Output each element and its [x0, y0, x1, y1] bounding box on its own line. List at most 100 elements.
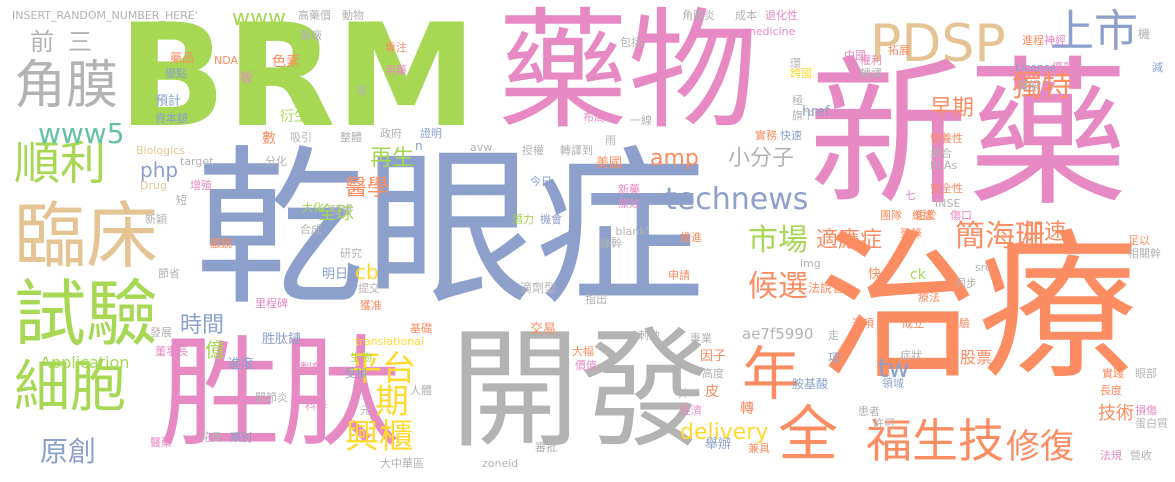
word-biology: 生物 — [350, 351, 372, 364]
word-far: 遠 — [356, 84, 367, 97]
word-cell: 細胞 — [14, 355, 126, 420]
word-technews: technews — [665, 182, 809, 217]
word-chairman: 董事長 — [155, 345, 188, 358]
word-yuan: 元 — [360, 404, 371, 417]
word-peptide: 胜肽 — [160, 325, 400, 464]
word-expected: 預計 — [155, 94, 182, 109]
word-indication: 適應症 — [816, 228, 883, 253]
word-new-drug-sm: 新藥 — [618, 183, 640, 196]
word-approved: 獲准 — [360, 299, 382, 312]
word-economy: 經濟 — [680, 404, 702, 417]
word-insert-random: INSERT_RANDOM_NUMBER_HERE' — [12, 9, 198, 22]
word-practice: 實務 — [755, 129, 777, 142]
word-host: 舉辦 — [705, 437, 732, 452]
word-extreme: 極 — [792, 94, 803, 107]
word-therapy: 療法 — [918, 291, 940, 304]
word-outside: 外 — [678, 387, 689, 400]
word-opportunity: 機會 — [540, 213, 562, 226]
word-patient: 患者 — [858, 405, 880, 418]
word-experience: 經驗 — [948, 317, 970, 330]
word-progress: 進程 — [1022, 34, 1044, 47]
word-human: 人體 — [410, 384, 432, 397]
word-avw: avw — [470, 141, 493, 154]
word-stimulate: 刺激 — [638, 329, 660, 342]
word-php: php — [140, 158, 179, 182]
word-stock: 股票 — [960, 348, 993, 367]
word-potential: 潛力 — [512, 213, 534, 226]
word-arthritis: 關節炎 — [255, 391, 288, 404]
word-save: 節省 — [158, 267, 180, 280]
word-cost: 成本 — [735, 9, 757, 22]
word-combine: 兼具 — [748, 442, 770, 455]
word-shorter: 短於 — [915, 209, 937, 222]
word-technology: 技術 — [1098, 403, 1134, 424]
word-category: 類別 — [230, 431, 252, 444]
word-green-trunk: 綠幹 — [600, 237, 622, 250]
word-small-molecule: 小分子 — [728, 146, 795, 171]
word-tomorrow: 明日 — [322, 267, 349, 282]
word-authorize: 授權 — [522, 144, 544, 157]
word-blas: BLAs — [930, 159, 958, 172]
word-revenue: 營收 — [1130, 449, 1152, 462]
word-new-drug: 新藥 — [808, 41, 1129, 228]
word-translational: translational — [355, 335, 424, 348]
word-strict: 嚴鏡 — [210, 237, 232, 250]
word-listing: 上市 — [1050, 6, 1138, 57]
word-img: img — [800, 257, 821, 270]
word-medicine: 醫學 — [345, 176, 390, 201]
word-prove: 證明 — [420, 127, 442, 140]
word-market: 市場 — [748, 223, 808, 258]
word-layout: 布局 — [583, 111, 605, 124]
word-trade: 交易 — [530, 322, 557, 337]
word-jian-haishan: 簡海珊 — [955, 219, 1045, 254]
word-permit: 許可 — [873, 417, 895, 430]
word-target: target — [180, 155, 214, 168]
word-medical: 醫藥 — [150, 436, 172, 449]
word-repair: 修復 — [1006, 427, 1074, 467]
word-eye: 眼部 — [1135, 367, 1157, 380]
word-peptide-chain: 胜肽鏈 — [262, 332, 302, 347]
word-value: 價值 — [575, 359, 597, 372]
word-translate: 轉譯 — [860, 67, 882, 80]
word-nda: NDA — [214, 54, 239, 67]
word-translate-to: 轉譯到 — [560, 144, 593, 157]
word-formulation: 製劑 — [300, 361, 325, 375]
word-time: 時間 — [180, 313, 225, 338]
word-relief: 緩解 — [1018, 79, 1040, 92]
word-foundation: 基礎 — [410, 322, 432, 335]
word-substantial: 大幅 — [572, 345, 594, 358]
word-length: 長度 — [1100, 384, 1122, 397]
word-src: src — [975, 261, 992, 274]
word-pigment: 色素 — [272, 54, 300, 70]
word-first-line: 一線 — [630, 114, 652, 127]
word-register: 登錄 — [900, 227, 922, 240]
word-www: www — [232, 6, 286, 31]
word-capital: 資本額 — [155, 112, 188, 125]
word-advantage: 優點 — [165, 67, 187, 80]
word-china: 中國 — [844, 49, 866, 62]
word-amp: amp — [650, 146, 699, 171]
word-tw: tw — [878, 354, 910, 384]
word-ck: ck — [910, 267, 926, 283]
word-healing: 癒合 — [930, 147, 952, 160]
word-skin: 皮 — [705, 384, 719, 400]
word-san: 三 — [68, 28, 92, 56]
word-development: 開發 — [450, 314, 711, 466]
word-degenerative: 退化性 — [765, 9, 798, 22]
word-focus: 專注 — [385, 41, 407, 54]
word-drops: 滴劑型 — [520, 281, 557, 295]
word-protein: 蛋白質 — [1135, 417, 1168, 430]
word-smooth: 順利 — [14, 136, 106, 190]
word-high-price: 高藥價 — [298, 9, 331, 22]
word-wound: 傷口 — [950, 209, 972, 222]
word-pdsp: PDSP — [870, 14, 1006, 74]
word-science: 科學 — [305, 399, 327, 412]
word-pharma-co: 藥廠 — [300, 29, 322, 42]
word-government: 政府 — [380, 127, 402, 140]
word-nutrient: 營養性 — [930, 132, 963, 145]
word-medicine-en: medicine — [745, 25, 796, 38]
word-emerging: 興櫃 — [345, 417, 413, 457]
word-board: 板 — [240, 71, 254, 86]
word-turn: 轉 — [740, 401, 754, 417]
